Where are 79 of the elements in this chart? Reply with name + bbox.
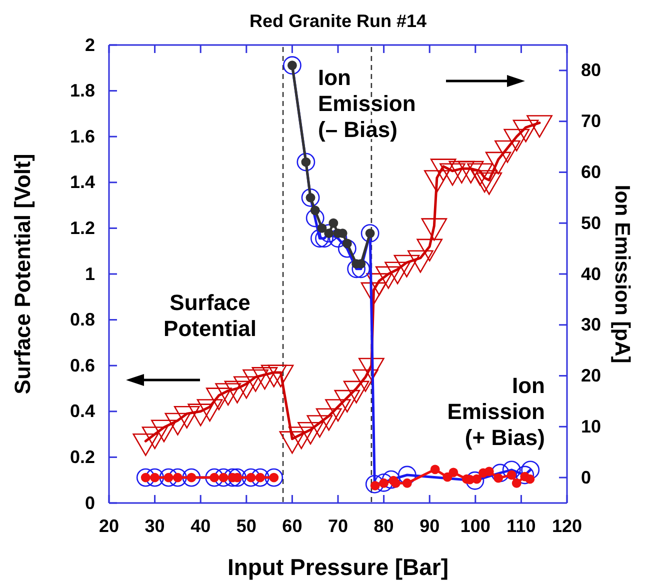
x-tick-label: 70 bbox=[328, 516, 348, 536]
point bbox=[317, 223, 327, 233]
point bbox=[360, 224, 380, 242]
y-tick-label: 0.4 bbox=[70, 401, 95, 422]
x-tick-label: 40 bbox=[190, 516, 211, 536]
annotation: Ion Emission (+ Bias) bbox=[447, 373, 545, 450]
point bbox=[466, 471, 484, 490]
y-tick-label: 1.8 bbox=[70, 80, 95, 101]
y2-axis-title: Ion Emission [pA] bbox=[610, 184, 634, 364]
point bbox=[382, 470, 400, 489]
point bbox=[338, 239, 356, 258]
point bbox=[250, 468, 270, 487]
point bbox=[506, 470, 516, 480]
point bbox=[282, 56, 302, 75]
point bbox=[448, 468, 458, 478]
point bbox=[402, 478, 412, 488]
point bbox=[374, 473, 394, 492]
point bbox=[352, 260, 370, 278]
x-tick-label: 20 bbox=[98, 516, 120, 536]
y-tick-label: 1.2 bbox=[70, 218, 95, 238]
y2-tick-label: 0 bbox=[581, 467, 592, 488]
x-tick-label: 50 bbox=[236, 516, 256, 536]
point bbox=[168, 468, 187, 487]
x-tick-label: 60 bbox=[282, 516, 302, 536]
y2-tick-label: 80 bbox=[581, 60, 602, 80]
point bbox=[490, 464, 510, 482]
x-tick-label: 30 bbox=[144, 516, 165, 536]
y2-tick-label: 60 bbox=[581, 162, 602, 182]
y-tick-label: 0.6 bbox=[70, 355, 95, 376]
point bbox=[146, 468, 164, 487]
point bbox=[310, 229, 329, 248]
x-tick-label: 100 bbox=[460, 516, 490, 536]
point bbox=[242, 468, 260, 487]
point bbox=[310, 206, 320, 216]
point bbox=[521, 460, 540, 480]
point bbox=[512, 478, 522, 488]
point bbox=[223, 468, 242, 487]
point bbox=[328, 218, 338, 228]
point bbox=[301, 188, 320, 207]
x-tick-label: 90 bbox=[420, 516, 440, 536]
y-tick-label: 1.4 bbox=[70, 172, 95, 192]
point bbox=[136, 468, 155, 487]
point bbox=[398, 466, 416, 484]
annotation: Ion Emission (– Bias) bbox=[318, 65, 416, 142]
point bbox=[264, 468, 284, 487]
point bbox=[214, 468, 233, 487]
x-tick-label: 120 bbox=[552, 516, 582, 536]
annotation: Surface Potential bbox=[164, 290, 256, 341]
y-axis-title: Surface Potential [Volt] bbox=[10, 154, 35, 394]
y2-tick-label: 10 bbox=[581, 416, 602, 436]
point bbox=[347, 260, 366, 278]
point bbox=[159, 468, 178, 487]
point bbox=[484, 466, 494, 476]
y-tick-label: 0.8 bbox=[70, 310, 95, 330]
y2-tick-label: 70 bbox=[581, 111, 602, 132]
y-tick-label: 0 bbox=[84, 492, 95, 513]
y2-tick-label: 20 bbox=[581, 366, 602, 386]
x-tick-label: 110 bbox=[506, 516, 536, 536]
point bbox=[306, 208, 324, 228]
point bbox=[502, 460, 521, 480]
x-tick-label: 80 bbox=[374, 516, 394, 536]
y2-tick-label: 40 bbox=[581, 264, 602, 284]
y-tick-label: 0.2 bbox=[70, 446, 95, 467]
y-tick-label: 1 bbox=[84, 264, 95, 284]
chart-title: Red Granite Run #14 bbox=[249, 11, 427, 31]
y2-tick-label: 50 bbox=[581, 212, 602, 233]
point bbox=[182, 468, 201, 487]
point bbox=[365, 474, 384, 494]
x-axis-title: Input Pressure [Bar] bbox=[227, 554, 449, 580]
point bbox=[430, 464, 440, 474]
y2-tick-label: 30 bbox=[581, 314, 602, 335]
point bbox=[342, 238, 352, 248]
y-tick-label: 2 bbox=[84, 34, 95, 55]
point bbox=[205, 468, 224, 487]
point bbox=[296, 152, 316, 172]
point bbox=[315, 229, 334, 248]
point bbox=[228, 468, 246, 487]
point bbox=[516, 466, 534, 484]
y-tick-label: 1.6 bbox=[70, 126, 95, 146]
